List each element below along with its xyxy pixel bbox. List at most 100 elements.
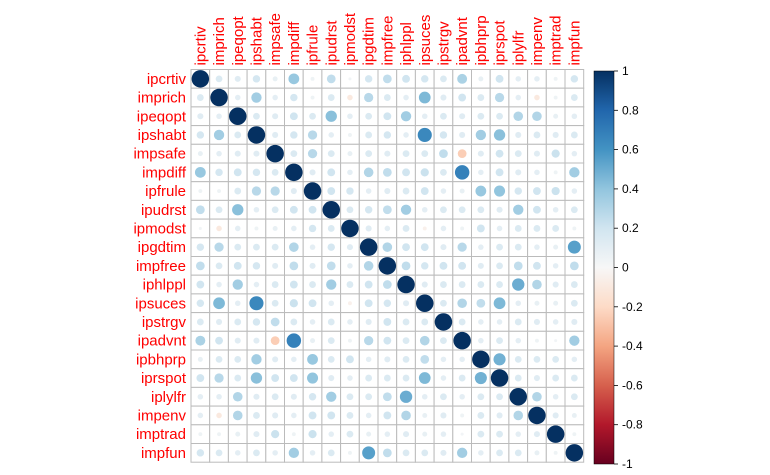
corr-circle-ipadvnt-iplylfr — [515, 337, 522, 344]
corr-circle-imprich-ipgdtim — [364, 92, 374, 103]
corr-circle-ipmodst-iphlppl — [402, 225, 410, 232]
corr-circle-ipbhprp-iplylfr — [514, 355, 522, 363]
corr-circle-ipstrgv-iplylfr — [514, 318, 522, 326]
corr-circle-imprich-impfree — [383, 94, 391, 101]
corr-circle-ipstrgv-imptrad — [552, 319, 559, 325]
corr-circle-impdiff-impfree — [382, 167, 392, 177]
corr-circle-impfun-ipsuces — [421, 449, 429, 457]
corr-circle-impsafe-ipstrgv — [439, 149, 448, 159]
corr-circle-ipadvnt-ipcrtiv — [195, 335, 206, 346]
corr-circle-iprspot-ipudrst — [328, 375, 335, 382]
corr-circle-ipfrule-impfree — [384, 188, 391, 195]
corr-circle-impenv-ipgdtim — [365, 412, 372, 419]
corr-circle-ipeqopt-ipeqopt — [229, 107, 247, 125]
corr-circle-impsafe-imptrad — [551, 149, 560, 158]
corr-circle-impenv-impdiff — [291, 412, 297, 419]
corr-circle-ipadvnt-iprspot — [496, 337, 503, 345]
corr-circle-ipshabt-ipudrst — [328, 132, 335, 138]
corr-circle-ipgdtim-iplylfr — [514, 243, 522, 251]
corr-circle-impfun-impfun — [565, 444, 584, 462]
corr-circle-ipudrst-impsafe — [271, 206, 279, 214]
corr-circle-ipstrgv-ipsuces — [421, 318, 429, 326]
corr-circle-ipstrgv-ipudrst — [327, 318, 335, 326]
corr-circle-iphlppl-imprich — [216, 281, 222, 288]
corr-circle-ipudrst-ipsuces — [421, 206, 428, 213]
corr-circle-impfree-ipbhprp — [477, 262, 484, 269]
corr-circle-imprich-ipcrtiv — [196, 94, 204, 101]
corr-circle-impsafe-ipfrule — [307, 149, 318, 159]
corr-circle-ipbhprp-impfun — [571, 356, 578, 363]
corr-circle-ipeqopt-impfree — [383, 112, 392, 121]
corr-circle-ipeqopt-ipadvnt — [459, 113, 466, 120]
corr-circle-impdiff-ipshabt — [252, 168, 261, 177]
corr-circle-ipadvnt-ipudrst — [327, 337, 335, 345]
corr-circle-impsafe-impdiff — [290, 150, 298, 158]
corr-circle-imprich-ipfrule — [310, 95, 315, 100]
corr-circle-impenv-impfree — [383, 411, 392, 420]
corr-circle-ipgdtim-ipudrst — [327, 243, 335, 251]
corr-circle-ipgdtim-impsafe — [271, 243, 279, 251]
corr-circle-impfun-imprich — [215, 449, 223, 457]
corr-circle-iplylfr-ipstrgv — [440, 393, 447, 401]
corr-circle-ipstrgv-impsafe — [270, 317, 280, 327]
corr-circle-ipsuces-ipbhprp — [476, 298, 486, 308]
corr-circle-ipsuces-ipfrule — [308, 299, 317, 308]
row-label-ipadvnt: ipadvnt — [138, 333, 187, 350]
row-label-ipfrule: ipfrule — [145, 183, 186, 200]
corr-circle-ipcrtiv-ipstrgv — [440, 75, 447, 83]
corr-circle-impfree-iprspot — [496, 262, 503, 270]
corr-circle-imptrad-ipmodst — [346, 430, 354, 438]
corr-circle-iprspot-ipadvnt — [458, 374, 466, 382]
corr-circle-iprspot-ipmodst — [347, 375, 353, 381]
corr-circle-ipfrule-ipgdtim — [365, 188, 372, 194]
corr-circle-ipstrgv-impfun — [571, 318, 578, 325]
corr-circle-impsafe-impsafe — [266, 144, 284, 163]
corr-circle-impenv-impsafe — [272, 412, 279, 419]
corr-circle-impsafe-impfun — [571, 150, 578, 157]
corr-circle-imptrad-iphlppl — [403, 431, 410, 438]
corr-circle-ipmodst-impfree — [384, 225, 391, 232]
corr-circle-ipcrtiv-ipbhprp — [478, 76, 484, 82]
corr-circle-ipshabt-ipgdtim — [365, 131, 373, 139]
corr-circle-iprspot-impfun — [570, 374, 578, 382]
corr-circle-imptrad-impenv — [533, 431, 540, 438]
col-label-iprspot: iprspot — [492, 20, 509, 66]
colorbar-tick-label: 0 — [622, 261, 629, 275]
corr-circle-ipmodst-ipsuces — [422, 226, 427, 231]
corr-circle-impenv-ipeqopt — [232, 410, 243, 421]
corr-circle-iprspot-ipeqopt — [234, 374, 242, 382]
corr-circle-impsafe-impenv — [533, 150, 540, 157]
corr-circle-ipeqopt-ipudrst — [325, 110, 337, 122]
colorbar-tick-label: -0.6 — [622, 378, 643, 392]
corr-circle-ipmodst-iprspot — [496, 225, 503, 232]
corr-circle-impenv-ipsuces — [422, 412, 428, 418]
corr-circle-ipmodst-imprich — [216, 225, 222, 232]
corr-circle-impenv-imptrad — [552, 412, 559, 419]
colorbar-tick-label: -1 — [622, 457, 633, 471]
corr-circle-ipfrule-imprich — [217, 189, 222, 194]
corr-circle-ipbhprp-impenv — [533, 355, 541, 363]
corr-circle-iprspot-impfree — [383, 374, 391, 382]
corr-circle-ipsuces-ipmodst — [347, 301, 352, 306]
corr-circle-ipfrule-impdiff — [290, 188, 297, 195]
corr-circle-impfree-ipeqopt — [233, 261, 242, 270]
corr-circle-ipmodst-ipgdtim — [365, 225, 372, 232]
corr-circle-iplylfr-ipshabt — [253, 393, 260, 400]
corr-circle-iplylfr-impdiff — [290, 393, 297, 400]
corr-circle-ipshabt-impsafe — [272, 131, 279, 138]
row-label-iprspot: iprspot — [141, 370, 187, 387]
corr-circle-ipeqopt-imptrad — [553, 113, 559, 119]
corr-circle-ipeqopt-iprspot — [496, 112, 503, 120]
corr-circle-ipudrst-iprspot — [496, 206, 503, 213]
corr-circle-impenv-iplylfr — [513, 410, 524, 421]
corr-circle-ipmodst-ipbhprp — [476, 224, 485, 233]
corr-circle-impdiff-imprich — [215, 168, 223, 177]
corr-circle-ipsuces-ipadvnt — [457, 298, 467, 309]
corr-circle-ipudrst-impfun — [570, 206, 578, 214]
corr-circle-impfree-ipshabt — [252, 262, 261, 270]
corr-circle-ipeqopt-iphlppl — [400, 111, 412, 122]
corr-circle-imptrad-ipfrule — [308, 430, 317, 439]
corr-circle-iplylfr-impsafe — [271, 393, 279, 401]
corr-circle-imptrad-impsafe — [271, 430, 280, 439]
corr-circle-iprspot-impenv — [533, 375, 540, 382]
